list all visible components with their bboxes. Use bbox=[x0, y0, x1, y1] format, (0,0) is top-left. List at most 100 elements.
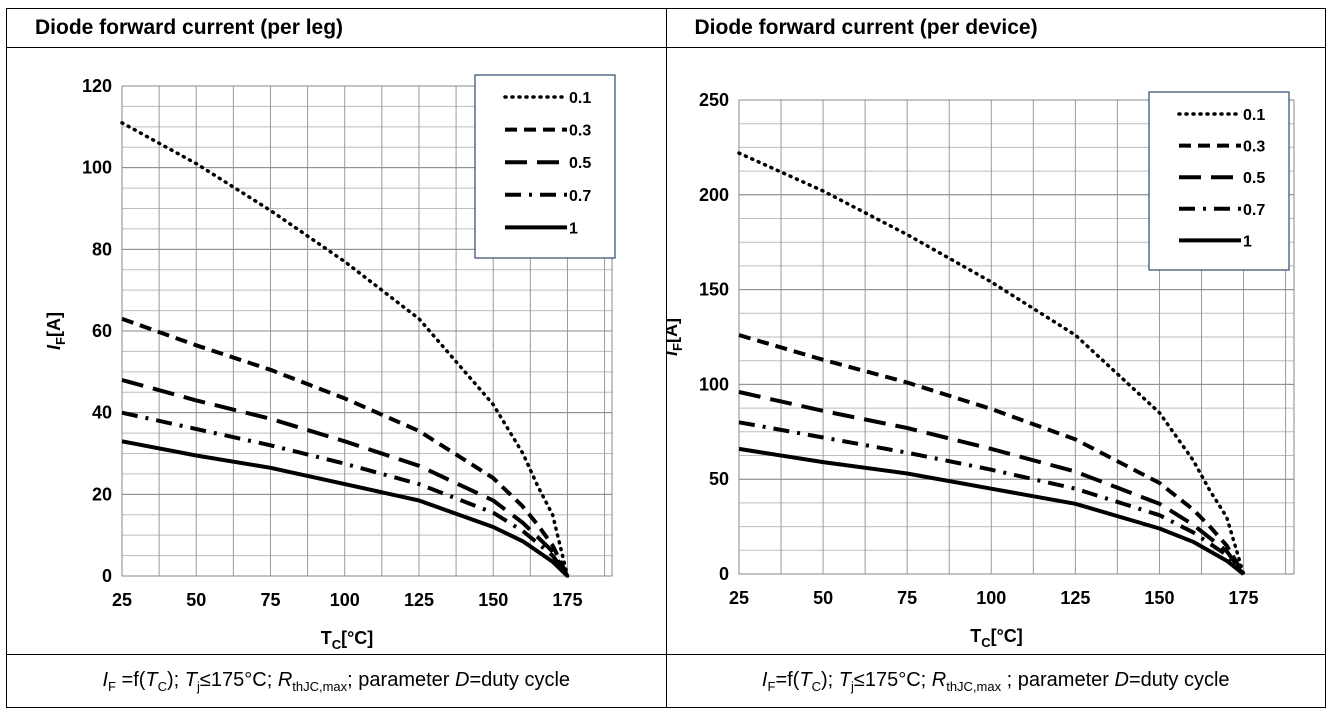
x-tick-label: 75 bbox=[260, 590, 280, 610]
caption-sub: thJC,max bbox=[292, 678, 348, 694]
y-tick-label: 250 bbox=[698, 90, 728, 110]
caption-symbol: D bbox=[1114, 668, 1129, 691]
y-tick-label: 40 bbox=[92, 403, 112, 423]
caption-text: ; parameter bbox=[1001, 668, 1115, 691]
caption-sub: j bbox=[197, 678, 200, 694]
x-tick-label: 50 bbox=[186, 590, 206, 610]
y-tick-label: 80 bbox=[92, 239, 112, 259]
caption-text: =duty cycle bbox=[1128, 668, 1230, 691]
caption-symbol: R bbox=[931, 668, 947, 691]
plot-cell-right: 25 50 75 100 125 150 175 0 50 100 150 200 250 TC[°C] I… bbox=[661, 47, 1326, 655]
panel-title-left: Diode forward current (per leg) bbox=[35, 16, 344, 39]
y-tick-label: 50 bbox=[708, 469, 728, 489]
x-axis-label-main: T bbox=[970, 626, 981, 646]
series-line-0.5 bbox=[121, 378, 570, 578]
x-tick-label: 50 bbox=[813, 588, 833, 608]
datasheet-figure-table: Diode forward current (per leg) Diode fo… bbox=[6, 8, 1326, 710]
figure-grid: Diode forward current (per leg) Diode fo… bbox=[6, 8, 1326, 708]
caption-right: IF=f(TC); Tj≤175°C; RthJC,max ; paramete… bbox=[665, 654, 1326, 708]
caption-symbol: T bbox=[799, 668, 812, 691]
x-tick-label: 175 bbox=[1228, 588, 1258, 608]
caption-text: ; parameter bbox=[347, 668, 455, 691]
series-line-0.5 bbox=[738, 390, 1245, 576]
x-tick-label: 175 bbox=[552, 590, 582, 610]
x-tick-labels: 25 50 75 100 125 150 175 bbox=[728, 588, 1258, 608]
x-axis-label-unit: [°C] bbox=[990, 626, 1022, 646]
x-tick-label: 150 bbox=[1144, 588, 1174, 608]
caption-text: =f( bbox=[115, 668, 146, 691]
x-tick-label: 125 bbox=[404, 590, 434, 610]
x-axis-label-main: T bbox=[321, 628, 332, 648]
y-tick-label: 120 bbox=[82, 76, 112, 96]
caption-left: IF =f(TC); Tj≤175°C; RthJC,max; paramete… bbox=[6, 654, 667, 708]
x-axis-label-sub: C bbox=[332, 637, 342, 649]
x-tick-label: 25 bbox=[728, 588, 748, 608]
y-axis-label-unit: [A] bbox=[667, 318, 681, 343]
caption-text: =f( bbox=[775, 668, 800, 691]
y-axis-label-main: I bbox=[44, 344, 64, 350]
panel-title-right: Diode forward current (per device) bbox=[694, 16, 1038, 39]
caption-text: ≤175°C; bbox=[199, 668, 278, 691]
y-axis-label: IF[A] bbox=[44, 312, 68, 350]
caption-symbol: T bbox=[184, 668, 198, 691]
series-group bbox=[736, 151, 1245, 576]
plot-cell-left: 25 50 75 100 125 150 175 0 20 40 60 80 100 120 TC[°C] I… bbox=[6, 47, 667, 655]
y-axis-label: IF[A] bbox=[667, 318, 685, 356]
caption-sub: C bbox=[811, 678, 821, 694]
legend-label: 1 bbox=[1243, 233, 1252, 250]
caption-symbol: I bbox=[761, 668, 768, 691]
x-tick-label: 125 bbox=[1060, 588, 1090, 608]
x-axis-label-unit: [°C] bbox=[341, 628, 373, 648]
legend-box bbox=[1147, 91, 1290, 271]
x-tick-label: 75 bbox=[897, 588, 917, 608]
y-tick-labels: 0 50 100 150 200 250 bbox=[698, 90, 728, 584]
caption-sub: C bbox=[157, 678, 168, 694]
x-tick-label: 25 bbox=[112, 590, 132, 610]
series-line-0.1 bbox=[120, 121, 570, 578]
y-tick-label: 0 bbox=[718, 564, 728, 584]
legend: 0.1 0.3 0.5 0.7 1 bbox=[1147, 91, 1290, 271]
y-tick-label: 150 bbox=[698, 280, 728, 300]
legend-box bbox=[474, 74, 616, 259]
caption-symbol: D bbox=[455, 668, 470, 691]
chart-per-device: 25 50 75 100 125 150 175 0 50 100 150 200 250 TC[°C] I… bbox=[661, 90, 1294, 650]
x-axis-label-sub: C bbox=[981, 635, 991, 649]
y-axis-label-sub: F bbox=[670, 343, 685, 351]
legend-label: 0.1 bbox=[569, 90, 591, 107]
y-tick-label: 20 bbox=[92, 484, 112, 504]
series-line-0.7 bbox=[738, 420, 1245, 576]
series-line-0.3 bbox=[737, 333, 1245, 576]
series-line-0.7 bbox=[121, 410, 570, 578]
caption-sub: thJC,max bbox=[946, 678, 1002, 694]
legend-label: 0.1 bbox=[1243, 107, 1265, 124]
y-axis-label-unit: [A] bbox=[44, 312, 64, 337]
legend: 0.1 0.3 0.5 0.7 1 bbox=[474, 74, 616, 259]
y-tick-label: 200 bbox=[698, 185, 728, 205]
caption-text: ≤175°C; bbox=[853, 668, 932, 691]
panel-header-right: Diode forward current (per device) bbox=[665, 8, 1326, 48]
x-tick-label: 150 bbox=[478, 590, 508, 610]
caption-sub: j bbox=[850, 678, 854, 694]
caption-text: ); bbox=[820, 668, 839, 691]
legend-label: 0.7 bbox=[569, 188, 591, 205]
caption-symbol: T bbox=[145, 668, 158, 691]
y-tick-label: 0 bbox=[102, 566, 112, 586]
plot-area-border bbox=[121, 85, 613, 577]
caption-sub: F bbox=[767, 678, 776, 694]
x-axis-label: TC[°C] bbox=[321, 628, 374, 649]
series-group bbox=[120, 121, 570, 578]
caption-text: ); bbox=[167, 668, 185, 691]
x-tick-label: 100 bbox=[330, 590, 360, 610]
series-line-1 bbox=[121, 439, 569, 578]
y-axis-label-main: I bbox=[667, 350, 681, 356]
caption-symbol: R bbox=[277, 668, 293, 691]
caption-symbol: I bbox=[102, 668, 108, 691]
caption-text: =duty cycle bbox=[469, 668, 571, 691]
series-line-0.1 bbox=[736, 151, 1245, 576]
x-tick-labels: 25 50 75 100 125 150 175 bbox=[112, 590, 582, 610]
y-axis-label-sub: F bbox=[53, 337, 68, 345]
series-line-1 bbox=[738, 446, 1245, 576]
panel-header-left: Diode forward current (per leg) bbox=[6, 8, 667, 48]
legend-label: 0.5 bbox=[1243, 170, 1265, 187]
legend-label: 0.5 bbox=[569, 155, 591, 172]
